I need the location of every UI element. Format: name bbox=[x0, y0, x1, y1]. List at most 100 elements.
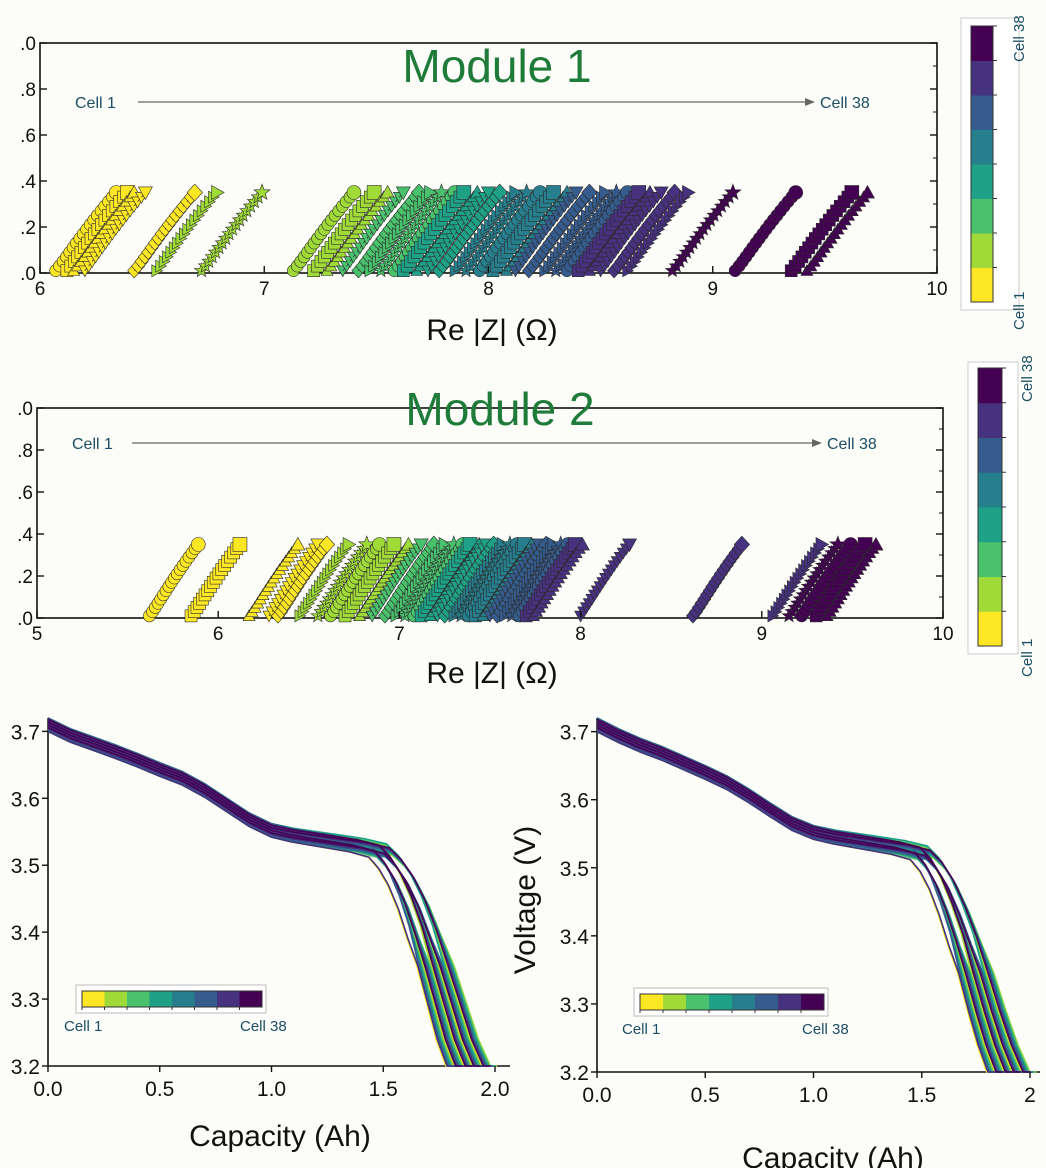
y-tick-label: .2 bbox=[20, 218, 36, 239]
cell-series bbox=[390, 536, 453, 623]
discharge-curve bbox=[596, 721, 1029, 1073]
cell-series bbox=[486, 185, 561, 278]
discharge-curve bbox=[47, 717, 470, 1067]
y-tick-label: .4 bbox=[20, 172, 36, 193]
legend-swatch bbox=[149, 991, 173, 1007]
discharge1-curves bbox=[47, 717, 498, 1067]
cell-series bbox=[508, 186, 584, 278]
cell-series bbox=[622, 184, 696, 278]
y-tick-label: 3.3 bbox=[11, 989, 40, 1012]
legend-swatch bbox=[709, 994, 733, 1010]
data-point bbox=[424, 184, 438, 201]
cell-series bbox=[270, 535, 336, 624]
colorbar-swatch bbox=[978, 437, 1002, 473]
y-tick-label: 3.2 bbox=[11, 1056, 40, 1079]
x-tick-label: 10 bbox=[926, 279, 947, 300]
cell-series bbox=[458, 183, 536, 278]
cell-series bbox=[421, 186, 497, 278]
data-point bbox=[137, 186, 153, 201]
discharge2-ticks: 0.0 0.5 1.0 1.5 2 3.2 3.3 3.4 3.5 3.6 3.7 bbox=[560, 722, 1036, 1107]
data-point bbox=[253, 183, 271, 201]
x-tick-label: 8 bbox=[575, 624, 586, 645]
discharge-curve bbox=[47, 721, 459, 1067]
y-tick-label: 3.7 bbox=[560, 722, 589, 745]
colorbar-swatch bbox=[971, 164, 993, 199]
data-point bbox=[682, 184, 696, 201]
cell-series bbox=[353, 536, 416, 622]
discharge-curve bbox=[596, 717, 996, 1073]
discharge2-curves bbox=[596, 717, 1037, 1073]
module2-colorbar-high: Cell 38 bbox=[1019, 355, 1036, 402]
x-tick-label: 6 bbox=[35, 279, 46, 300]
cell-series bbox=[685, 535, 750, 624]
cell-series bbox=[307, 185, 382, 278]
data-point bbox=[211, 184, 225, 201]
cell-series bbox=[448, 536, 511, 623]
y-tick-label: 3.2 bbox=[560, 1062, 589, 1085]
colorbar-swatch bbox=[978, 507, 1002, 543]
data-point bbox=[666, 183, 683, 202]
module1-series bbox=[49, 183, 875, 279]
module1-colorbar-low: Cell 1 bbox=[1011, 292, 1028, 330]
data-point bbox=[346, 185, 362, 200]
discharge2-ylabel: Voltage (V) bbox=[509, 826, 542, 974]
module2-series bbox=[143, 535, 884, 624]
y-tick-label: .0 bbox=[17, 399, 33, 420]
data-point bbox=[232, 537, 248, 552]
module1-annotation-end: Cell 38 bbox=[820, 95, 870, 112]
colorbar-swatch bbox=[978, 541, 1002, 577]
discharge-curve bbox=[47, 726, 495, 1067]
data-point bbox=[480, 186, 497, 201]
discharge-curve bbox=[47, 725, 494, 1067]
y-tick-label: 3.6 bbox=[560, 790, 589, 813]
data-point bbox=[517, 183, 536, 201]
discharge2-legend-cells bbox=[639, 993, 825, 1013]
cell-series bbox=[473, 185, 548, 278]
cell-series bbox=[242, 536, 306, 622]
data-point bbox=[342, 536, 357, 553]
legend-swatch bbox=[194, 991, 218, 1007]
discharge1-legend-high: Cell 38 bbox=[240, 1018, 287, 1035]
colorbar-swatch bbox=[971, 26, 993, 61]
y-tick-label: .0 bbox=[20, 34, 36, 55]
cell-series bbox=[449, 184, 524, 278]
data-point bbox=[844, 185, 860, 200]
legend-swatch bbox=[732, 994, 756, 1010]
cell-series bbox=[800, 184, 875, 276]
module2-colorbar-low: Cell 1 bbox=[1019, 639, 1036, 677]
y-tick-label: .0 bbox=[17, 609, 33, 630]
data-point bbox=[568, 186, 584, 201]
discharge-curve bbox=[47, 727, 496, 1067]
x-tick-label: 9 bbox=[757, 624, 768, 645]
colorbar-swatch bbox=[971, 233, 993, 268]
module2-xlabel: Re |Z| (Ω) bbox=[426, 657, 557, 690]
cell-series bbox=[262, 538, 326, 623]
module2-arrowhead bbox=[812, 439, 822, 447]
x-tick-label: 1.0 bbox=[799, 1084, 828, 1107]
x-tick-label: 6 bbox=[213, 624, 224, 645]
discharge2-panel: 0.0 0.5 1.0 1.5 2 3.2 3.3 3.4 3.5 3.6 3.7 Voltage … bbox=[509, 717, 1040, 1168]
discharge-curve bbox=[47, 730, 453, 1067]
cell-series bbox=[548, 183, 626, 278]
x-tick-label: 10 bbox=[932, 624, 953, 645]
colorbar-swatch bbox=[971, 198, 993, 234]
discharge-curve bbox=[596, 719, 1028, 1073]
data-point bbox=[395, 186, 411, 201]
cell-series bbox=[373, 183, 451, 278]
module1-arrowhead bbox=[805, 98, 815, 106]
cell-series bbox=[151, 184, 225, 278]
y-tick-label: 3.5 bbox=[11, 855, 40, 878]
y-tick-label: 3.6 bbox=[11, 788, 40, 811]
legend-swatch bbox=[640, 994, 664, 1010]
colorbar-swatch bbox=[978, 576, 1002, 612]
legend-swatch bbox=[239, 991, 263, 1007]
data-point bbox=[413, 538, 429, 553]
data-point bbox=[724, 183, 742, 201]
x-tick-label: 1.5 bbox=[369, 1078, 398, 1101]
discharge1-legend-low: Cell 1 bbox=[64, 1018, 102, 1035]
discharge-curve bbox=[47, 718, 471, 1067]
module2-annotation-start: Cell 1 bbox=[72, 436, 113, 453]
discharge2-legend-low: Cell 1 bbox=[622, 1021, 660, 1038]
cell-series bbox=[287, 185, 362, 278]
